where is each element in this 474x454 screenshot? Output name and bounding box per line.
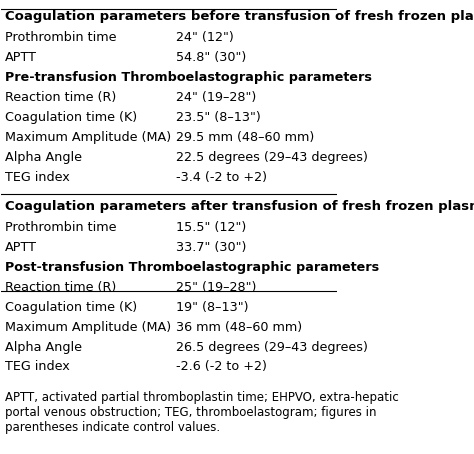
Text: 22.5 degrees (29–43 degrees): 22.5 degrees (29–43 degrees) [176, 151, 368, 164]
Text: 29.5 mm (48–60 mm): 29.5 mm (48–60 mm) [176, 131, 314, 144]
Text: 33.7" (30"): 33.7" (30") [176, 241, 246, 254]
Text: 23.5" (8–13"): 23.5" (8–13") [176, 111, 261, 124]
Text: 54.8" (30"): 54.8" (30") [176, 51, 246, 64]
Text: Maximum Amplitude (MA): Maximum Amplitude (MA) [5, 131, 171, 144]
Text: 24" (19–28"): 24" (19–28") [176, 91, 256, 104]
Text: Coagulation time (K): Coagulation time (K) [5, 301, 137, 314]
Text: 36 mm (48–60 mm): 36 mm (48–60 mm) [176, 321, 302, 334]
Text: Post-transfusion Thromboelastographic parameters: Post-transfusion Thromboelastographic pa… [5, 261, 379, 274]
Text: Pre-transfusion Thromboelastographic parameters: Pre-transfusion Thromboelastographic par… [5, 71, 372, 84]
Text: TEG index: TEG index [5, 171, 70, 184]
Text: 15.5" (12"): 15.5" (12") [176, 221, 246, 234]
Text: Alpha Angle: Alpha Angle [5, 340, 82, 354]
Text: Prothrombin time: Prothrombin time [5, 31, 116, 44]
Text: Coagulation parameters before transfusion of fresh frozen plasma: Coagulation parameters before transfusio… [5, 10, 474, 23]
Text: 24" (12"): 24" (12") [176, 31, 234, 44]
Text: Prothrombin time: Prothrombin time [5, 221, 116, 234]
Text: Reaction time (R): Reaction time (R) [5, 91, 116, 104]
Text: 25" (19–28"): 25" (19–28") [176, 281, 256, 294]
Text: 19" (8–13"): 19" (8–13") [176, 301, 248, 314]
Text: APTT: APTT [5, 241, 37, 254]
Text: TEG index: TEG index [5, 360, 70, 374]
Text: 26.5 degrees (29–43 degrees): 26.5 degrees (29–43 degrees) [176, 340, 368, 354]
Text: Coagulation parameters after transfusion of fresh frozen plasma: Coagulation parameters after transfusion… [5, 200, 474, 213]
Text: Coagulation time (K): Coagulation time (K) [5, 111, 137, 124]
Text: Maximum Amplitude (MA): Maximum Amplitude (MA) [5, 321, 171, 334]
Text: -3.4 (-2 to +2): -3.4 (-2 to +2) [176, 171, 267, 184]
Text: -2.6 (-2 to +2): -2.6 (-2 to +2) [176, 360, 267, 374]
Text: Alpha Angle: Alpha Angle [5, 151, 82, 164]
Text: APTT, activated partial thromboplastin time; EHPVO, extra-hepatic
portal venous : APTT, activated partial thromboplastin t… [5, 391, 399, 434]
Text: APTT: APTT [5, 51, 37, 64]
Text: Reaction time (R): Reaction time (R) [5, 281, 116, 294]
